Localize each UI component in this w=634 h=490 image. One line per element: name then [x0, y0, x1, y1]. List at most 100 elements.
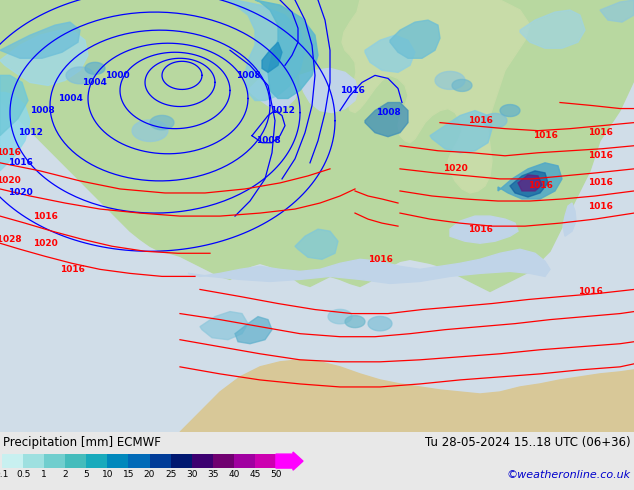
Polygon shape — [180, 125, 242, 179]
Polygon shape — [200, 312, 248, 340]
Bar — [150, 454, 171, 468]
Text: 15: 15 — [122, 470, 134, 479]
Polygon shape — [600, 0, 634, 22]
Polygon shape — [300, 68, 358, 113]
Text: 50: 50 — [270, 470, 281, 479]
Polygon shape — [208, 75, 228, 125]
Bar — [255, 454, 276, 468]
Polygon shape — [295, 229, 338, 259]
Text: 1016: 1016 — [368, 255, 392, 264]
Polygon shape — [235, 317, 272, 343]
Text: 1016: 1016 — [578, 287, 602, 296]
Polygon shape — [563, 203, 576, 236]
Polygon shape — [390, 206, 412, 233]
Text: 20: 20 — [144, 470, 155, 479]
Text: 1000: 1000 — [105, 71, 129, 80]
Text: 2: 2 — [62, 470, 68, 479]
Text: 1008: 1008 — [30, 106, 55, 115]
Text: 30: 30 — [186, 470, 197, 479]
Text: 1004: 1004 — [58, 94, 83, 103]
Polygon shape — [328, 309, 352, 324]
Text: 0.5: 0.5 — [16, 470, 30, 479]
Text: 1008: 1008 — [236, 71, 261, 80]
Text: 1016: 1016 — [588, 201, 612, 211]
Text: 1016: 1016 — [527, 181, 552, 191]
Bar — [129, 454, 150, 468]
Polygon shape — [390, 20, 440, 58]
Text: 5: 5 — [84, 470, 89, 479]
Polygon shape — [66, 67, 94, 84]
Polygon shape — [365, 102, 408, 137]
Text: 1012: 1012 — [269, 106, 294, 115]
Text: 10: 10 — [101, 470, 113, 479]
Polygon shape — [368, 317, 392, 331]
Text: 1012: 1012 — [18, 128, 43, 137]
Text: 1016: 1016 — [0, 148, 20, 157]
Polygon shape — [0, 30, 88, 85]
Polygon shape — [0, 0, 634, 292]
Text: 1020: 1020 — [8, 189, 33, 197]
Text: 1016: 1016 — [32, 212, 58, 220]
Bar — [44, 454, 65, 468]
Bar — [23, 454, 44, 468]
Polygon shape — [0, 22, 80, 58]
Polygon shape — [132, 120, 168, 142]
Polygon shape — [225, 0, 305, 100]
Bar — [86, 454, 107, 468]
Text: 1016: 1016 — [588, 151, 612, 160]
Polygon shape — [85, 62, 105, 74]
Polygon shape — [255, 0, 318, 98]
Text: 1016: 1016 — [467, 116, 493, 125]
Bar — [171, 454, 191, 468]
Text: 1008: 1008 — [256, 136, 280, 145]
Text: ©weatheronline.co.uk: ©weatheronline.co.uk — [507, 470, 631, 480]
Polygon shape — [510, 171, 548, 197]
Text: 1016: 1016 — [8, 158, 33, 167]
Text: 40: 40 — [228, 470, 240, 479]
Polygon shape — [518, 175, 542, 191]
Text: 1008: 1008 — [375, 108, 401, 117]
Polygon shape — [435, 72, 465, 90]
Bar — [234, 454, 255, 468]
Text: 45: 45 — [249, 470, 261, 479]
Text: 35: 35 — [207, 470, 219, 479]
Text: 1020: 1020 — [32, 239, 57, 248]
Polygon shape — [520, 10, 585, 48]
Polygon shape — [180, 360, 634, 432]
Polygon shape — [248, 68, 298, 109]
Text: -1028: -1028 — [0, 235, 22, 244]
Text: 1016: 1016 — [588, 128, 612, 137]
Polygon shape — [498, 163, 562, 199]
Polygon shape — [345, 316, 365, 328]
Polygon shape — [342, 0, 530, 193]
Polygon shape — [450, 209, 530, 239]
Text: Tu 28-05-2024 15..18 UTC (06+36): Tu 28-05-2024 15..18 UTC (06+36) — [425, 436, 631, 449]
Polygon shape — [430, 111, 492, 153]
Text: 1004: 1004 — [82, 78, 107, 87]
Bar — [107, 454, 129, 468]
Polygon shape — [450, 216, 518, 243]
Text: 1016: 1016 — [533, 131, 557, 140]
FancyArrow shape — [276, 452, 303, 470]
Polygon shape — [0, 93, 30, 171]
Polygon shape — [483, 113, 507, 128]
Bar — [213, 454, 234, 468]
Polygon shape — [188, 249, 550, 283]
Text: Precipitation [mm] ECMWF: Precipitation [mm] ECMWF — [3, 436, 161, 449]
Text: 1020: 1020 — [443, 164, 467, 173]
Text: 1016: 1016 — [60, 265, 84, 274]
Text: 1016: 1016 — [467, 224, 493, 234]
Polygon shape — [196, 89, 210, 116]
Text: 25: 25 — [165, 470, 176, 479]
Polygon shape — [500, 104, 520, 117]
Polygon shape — [262, 42, 282, 73]
Text: 1016: 1016 — [588, 178, 612, 187]
Text: 1020: 1020 — [0, 176, 20, 185]
Polygon shape — [365, 35, 415, 73]
Polygon shape — [150, 115, 174, 130]
Bar — [2, 454, 23, 468]
Bar — [191, 454, 213, 468]
Polygon shape — [0, 75, 28, 136]
Polygon shape — [306, 191, 332, 253]
Polygon shape — [452, 79, 472, 92]
